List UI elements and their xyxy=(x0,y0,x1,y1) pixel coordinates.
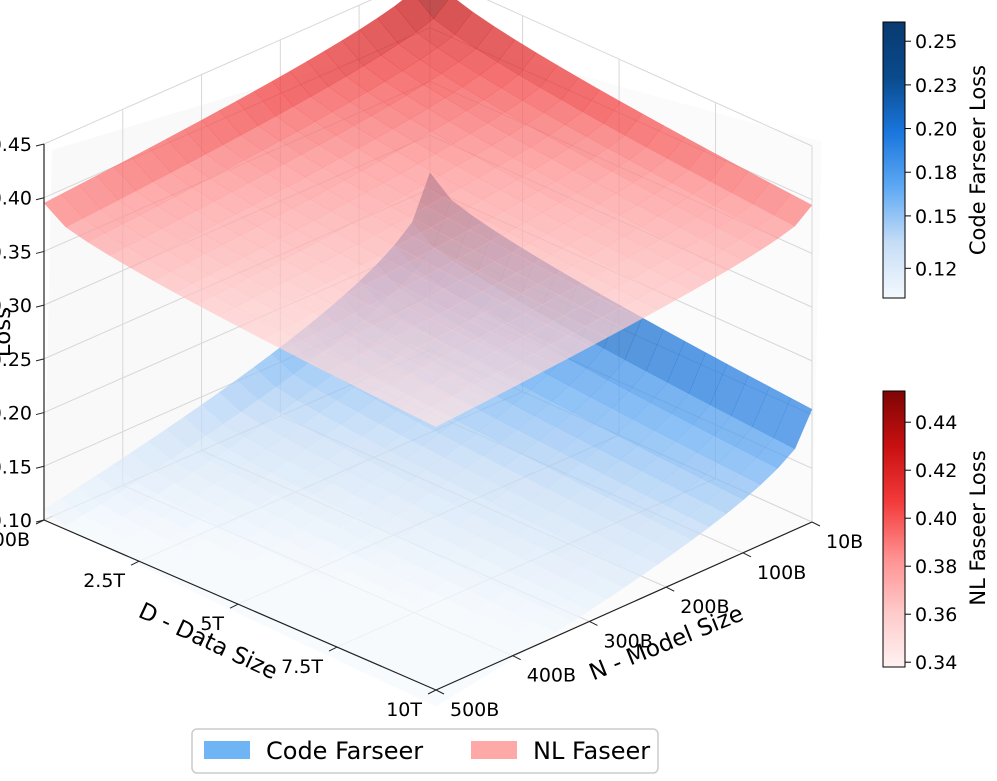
loss-tick-mark xyxy=(35,197,45,201)
colorbar-tick-label: 0.18 xyxy=(915,162,957,184)
n-axis-line xyxy=(435,521,813,691)
loss-tick-label: 0.20 xyxy=(0,403,32,425)
code-colorbar-label: Code Farseer Loss xyxy=(966,65,990,255)
d-tick-mark xyxy=(229,603,239,609)
colorbar-tick-label: 0.23 xyxy=(915,75,957,97)
loss-axis-ticks: 0.10 0.15 0.20 0.25 0.30 0.35 0.40 0.45 xyxy=(0,134,45,532)
loss-tick-label: 0.10 xyxy=(0,510,32,532)
loss-tick-mark xyxy=(35,304,45,308)
colorbar-tick-label: 0.38 xyxy=(915,556,957,578)
surface-facet xyxy=(413,407,454,428)
legend-frame xyxy=(191,728,659,774)
legend-label-nl: NL Faseer xyxy=(533,737,650,765)
code-colorbar: 0.12 0.15 0.18 0.20 0.23 0.25 Code Farseer Lo… xyxy=(882,21,990,299)
axis-lines xyxy=(43,144,813,691)
colorbar-tick-label: 0.44 xyxy=(915,412,957,434)
nl-colorbar: 0.34 0.36 0.38 0.40 0.42 0.44 NL Faseer Loss xyxy=(882,390,990,674)
loss-axis-label: Loss xyxy=(0,307,16,357)
d-tick-label: 100B xyxy=(0,529,30,551)
n-tick-label: 500B xyxy=(450,699,499,721)
loss-tick-mark xyxy=(35,250,45,254)
colorbar-tick-label: 0.15 xyxy=(915,206,957,228)
n-tick-mark xyxy=(589,620,598,626)
loss-tick-mark xyxy=(35,358,45,362)
n-tick-mark xyxy=(742,552,752,558)
d-tick-label: 7.5T xyxy=(281,656,323,678)
colorbar-tick-label: 0.42 xyxy=(915,460,957,482)
colorbar-tick-label: 0.25 xyxy=(915,31,957,53)
n-axis-ticks: 10B 100B 200B 300B 400B 500B xyxy=(435,521,863,721)
d-tick-mark xyxy=(427,689,437,695)
n-tick-label: 400B xyxy=(527,665,576,687)
n-tick-label: 300B xyxy=(603,630,652,652)
loss-tick-mark xyxy=(35,465,45,469)
colorbar-tick-label: 0.36 xyxy=(915,604,957,626)
loss-tick-label: 0.35 xyxy=(0,241,32,263)
n-tick-label: 100B xyxy=(757,562,806,584)
nl-colorbar-body xyxy=(882,390,906,668)
n-tick-mark xyxy=(665,586,675,592)
d-tick-label: 10T xyxy=(386,699,422,721)
colorbar-tick-label: 0.20 xyxy=(915,119,957,141)
n-tick-mark xyxy=(435,689,445,695)
n-tick-label: 200B xyxy=(680,596,729,618)
nl-colorbar-label: NL Faseer Loss xyxy=(966,450,990,605)
code-colorbar-body xyxy=(882,21,906,299)
n-tick-mark xyxy=(811,521,821,527)
loss-tick-label: 0.40 xyxy=(0,188,32,210)
nl-colorbar-ticks: 0.34 0.36 0.38 0.40 0.42 0.44 xyxy=(905,412,957,674)
loss-tick-label: 0.30 xyxy=(0,295,32,317)
loss-tick-label: 0.25 xyxy=(0,349,32,371)
loss-tick-label: 0.45 xyxy=(0,134,32,156)
loss-tick-mark xyxy=(35,143,45,147)
nl-faseer-surface xyxy=(43,0,813,428)
colorbar-tick-label: 0.34 xyxy=(915,652,957,674)
colorbar-tick-label: 0.12 xyxy=(915,258,957,280)
d-tick-label: 5T xyxy=(200,613,224,635)
legend-swatch-nl xyxy=(471,741,517,759)
d-tick-label: 2.5T xyxy=(83,570,125,592)
n-tick-label: 10B xyxy=(826,531,863,553)
legend-swatch-code xyxy=(204,741,250,759)
legend: Code Farseer NL Faseer xyxy=(191,728,659,774)
legend-label-code: Code Farseer xyxy=(266,737,423,765)
code-colorbar-ticks: 0.12 0.15 0.18 0.20 0.23 0.25 xyxy=(905,31,957,280)
surfaces xyxy=(43,0,813,707)
z-gridline xyxy=(43,0,813,147)
loss-tick-mark xyxy=(35,412,45,416)
d-axis-ticks: 100B 2.5T 5T 7.5T 10T xyxy=(0,519,437,721)
n-tick-mark xyxy=(512,655,521,661)
d-axis-line xyxy=(43,519,437,691)
d-tick-mark xyxy=(328,646,338,652)
surface-facet xyxy=(413,685,454,707)
loss-tick-label: 0.15 xyxy=(0,456,32,478)
colorbar-tick-label: 0.40 xyxy=(915,508,957,530)
loss-tick-mark xyxy=(35,519,45,523)
d-tick-mark xyxy=(130,560,140,566)
